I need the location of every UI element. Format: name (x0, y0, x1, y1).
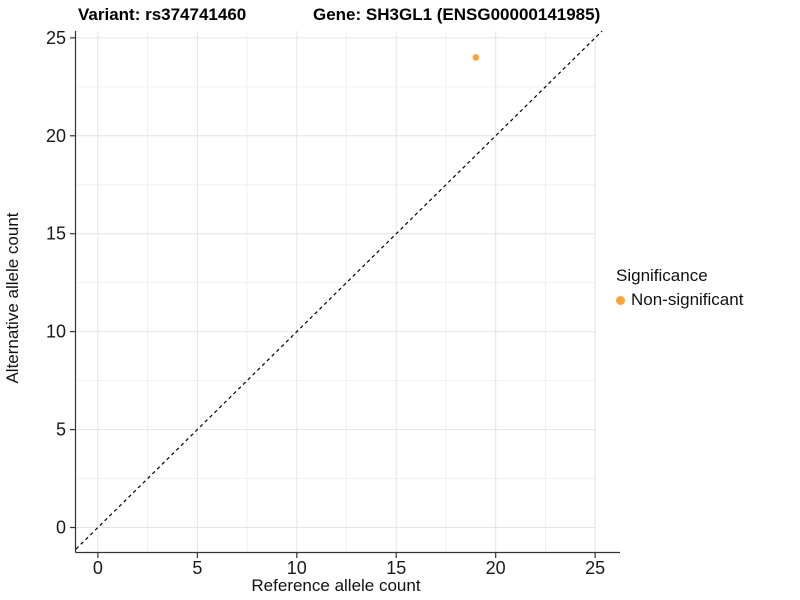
data-point (472, 54, 480, 61)
y-tick-label: 0 (56, 518, 66, 538)
x-tick-label: 0 (93, 558, 103, 578)
axis-lines (74, 31, 620, 554)
legend: Significance Non-significant (616, 266, 743, 310)
y-tick-label: 10 (46, 322, 66, 342)
x-tick-label: 5 (192, 558, 202, 578)
x-tick-label: 15 (386, 558, 406, 578)
x-tick-label: 10 (287, 558, 307, 578)
y-tick-label: 20 (46, 126, 66, 146)
legend-title: Significance (616, 266, 708, 285)
plot-title-gene: Gene: SH3GL1 (ENSG00000141985) (313, 5, 601, 24)
x-axis-tick-labels: 0 5 10 15 20 25 (93, 558, 605, 578)
identity-dashed-line (76, 31, 603, 550)
identity-line (76, 31, 603, 550)
y-axis-title: Alternative allele count (3, 212, 22, 384)
x-tick-label: 20 (486, 558, 506, 578)
x-axis-title: Reference allele count (251, 576, 421, 595)
y-tick-label: 15 (46, 224, 66, 244)
y-tick-label: 5 (56, 420, 66, 440)
gridlines-major (76, 31, 596, 552)
plot-title-variant: Variant: rs374741460 (78, 5, 247, 24)
gridlines-minor (76, 31, 596, 552)
y-tick-label: 25 (46, 28, 66, 48)
tick-marks (70, 37, 596, 558)
legend-point-icon (616, 295, 625, 305)
data-points (472, 54, 480, 61)
y-axis-tick-labels: 0 5 10 15 20 25 (46, 28, 66, 538)
x-tick-label: 25 (585, 558, 605, 578)
legend-item-label: Non-significant (631, 290, 744, 309)
legend-item-non-significant: Non-significant (616, 290, 743, 310)
